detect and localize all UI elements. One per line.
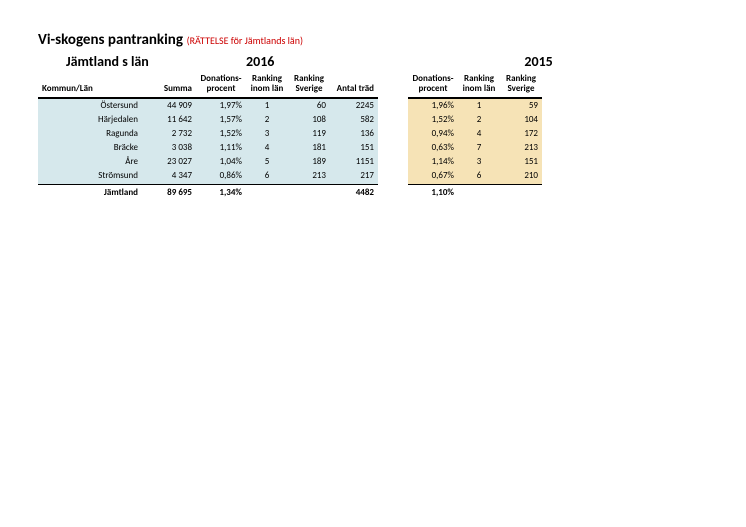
total-blank3	[458, 184, 500, 200]
cell-gap	[378, 98, 408, 113]
col-ranking-sverige-2015: Ranking Sverige	[500, 72, 542, 98]
ranking-table: Kommun/Län Summa Donations- procent Rank…	[38, 72, 542, 200]
cell-rank-in: 6	[246, 169, 288, 184]
table-row: Ragunda2 7321,52%3119136 0,94%4172	[38, 127, 542, 141]
cell-gap	[378, 113, 408, 127]
cell-rank-sv-2015: 151	[500, 155, 542, 169]
cell-rank-sv: 60	[288, 98, 330, 113]
cell-antal: 582	[330, 113, 378, 127]
cell-summa: 4 347	[148, 169, 196, 184]
total-blank1	[246, 184, 288, 200]
cell-antal: 151	[330, 141, 378, 155]
table-row: Bräcke3 0381,11%4181151 0,63%7213	[38, 141, 542, 155]
col-gap	[378, 72, 408, 98]
cell-rank-in-2015: 7	[458, 141, 500, 155]
cell-rank-in: 1	[246, 98, 288, 113]
cell-donp-2015: 0,67%	[408, 169, 458, 184]
total-kommun: Jämtland	[38, 184, 148, 200]
cell-rank-sv-2015: 59	[500, 98, 542, 113]
cell-rank-sv: 108	[288, 113, 330, 127]
cell-donp: 1,52%	[196, 127, 246, 141]
cell-donp: 0,86%	[196, 169, 246, 184]
cell-gap	[378, 155, 408, 169]
total-antal: 4482	[330, 184, 378, 200]
cell-rank-sv: 189	[288, 155, 330, 169]
table-total-row: Jämtland89 6951,34% 4482 1,10%	[38, 184, 542, 200]
subtitle-region: Jämtland s län	[38, 53, 178, 70]
total-blank2	[288, 184, 330, 200]
cell-rank-sv-2015: 213	[500, 141, 542, 155]
cell-donp-2015: 1,96%	[408, 98, 458, 113]
col-donations-procent: Donations- procent	[196, 72, 246, 98]
cell-rank-in: 2	[246, 113, 288, 127]
cell-summa: 23 027	[148, 155, 196, 169]
col-ranking-inom-lan-2015: Ranking inom län	[458, 72, 500, 98]
cell-rank-in-2015: 3	[458, 155, 500, 169]
cell-donp: 1,57%	[196, 113, 246, 127]
cell-donp-2015: 1,52%	[408, 113, 458, 127]
page-title: Vi-skogens pantranking (RÄTTELSE för Jäm…	[38, 30, 726, 49]
cell-summa: 3 038	[148, 141, 196, 155]
table-row: Strömsund4 3470,86%62132170,67%6210	[38, 169, 542, 184]
cell-rank-sv: 213	[288, 169, 330, 184]
cell-kommun: Bräcke	[38, 141, 148, 155]
year-2016: 2016	[246, 53, 274, 70]
title-main: Vi-skogens pantranking	[38, 31, 183, 49]
cell-donp-2015: 1,14%	[408, 155, 458, 169]
cell-antal: 136	[330, 127, 378, 141]
table-header-row: Kommun/Län Summa Donations- procent Rank…	[38, 72, 542, 98]
table-row: Härjedalen11 6421,57%21085821,52%2104	[38, 113, 542, 127]
cell-rank-sv: 181	[288, 141, 330, 155]
cell-rank-in-2015: 4	[458, 127, 500, 141]
cell-gap	[378, 141, 408, 155]
cell-rank-in: 3	[246, 127, 288, 141]
cell-gap	[378, 169, 408, 184]
cell-rank-in-2015: 1	[458, 98, 500, 113]
cell-rank-in: 4	[246, 141, 288, 155]
cell-rank-sv-2015: 172	[500, 127, 542, 141]
col-kommun: Kommun/Län	[38, 72, 148, 98]
cell-rank-sv-2015: 104	[500, 113, 542, 127]
cell-rank-in-2015: 6	[458, 169, 500, 184]
cell-rank-sv: 119	[288, 127, 330, 141]
subtitle-row: Jämtland s län 2016 2015	[38, 53, 726, 70]
cell-antal: 217	[330, 169, 378, 184]
cell-rank-sv-2015: 210	[500, 169, 542, 184]
table-row: Åre23 0271,04%51891151 1,14%3151	[38, 155, 542, 169]
table-row: Östersund44 9091,97%16022451,96%159	[38, 98, 542, 113]
cell-kommun: Ragunda	[38, 127, 148, 141]
total-blank4	[500, 184, 542, 200]
cell-kommun: Östersund	[38, 98, 148, 113]
year-2015: 2015	[524, 53, 552, 70]
cell-donp: 1,04%	[196, 155, 246, 169]
col-donations-procent-2015: Donations- procent	[408, 72, 458, 98]
col-ranking-sverige: Ranking Sverige	[288, 72, 330, 98]
cell-kommun: Härjedalen	[38, 113, 148, 127]
cell-kommun: Strömsund	[38, 169, 148, 184]
title-note: (RÄTTELSE för Jämtlands län)	[187, 34, 303, 47]
cell-rank-in: 5	[246, 155, 288, 169]
total-donp: 1,34%	[196, 184, 246, 200]
total-donp-2015: 1,10%	[408, 184, 458, 200]
cell-summa: 11 642	[148, 113, 196, 127]
col-ranking-inom-lan: Ranking inom län	[246, 72, 288, 98]
cell-donp: 1,11%	[196, 141, 246, 155]
col-antal-trad: Antal träd	[330, 72, 378, 98]
cell-summa: 2 732	[148, 127, 196, 141]
col-summa: Summa	[148, 72, 196, 98]
total-gap	[378, 184, 408, 200]
cell-rank-in-2015: 2	[458, 113, 500, 127]
cell-antal: 1151	[330, 155, 378, 169]
cell-donp: 1,97%	[196, 98, 246, 113]
cell-antal: 2245	[330, 98, 378, 113]
cell-summa: 44 909	[148, 98, 196, 113]
cell-donp-2015: 0,94%	[408, 127, 458, 141]
cell-donp-2015: 0,63%	[408, 141, 458, 155]
total-summa: 89 695	[148, 184, 196, 200]
cell-kommun: Åre	[38, 155, 148, 169]
cell-gap	[378, 127, 408, 141]
